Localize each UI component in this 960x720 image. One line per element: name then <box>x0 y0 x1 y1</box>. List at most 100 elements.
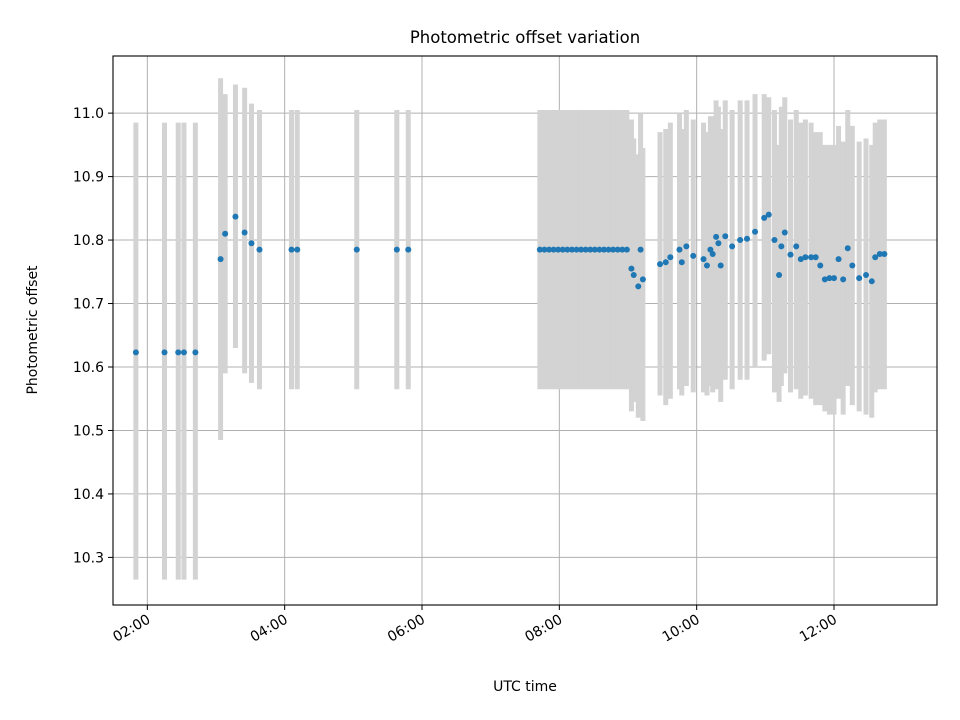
data-point <box>623 246 630 253</box>
data-point <box>797 256 804 263</box>
data-point <box>180 349 187 356</box>
data-point <box>802 254 809 261</box>
data-point <box>863 271 870 278</box>
data-point <box>619 246 626 253</box>
data-point <box>713 233 720 240</box>
y-tick-label: 11.0 <box>73 106 104 122</box>
data-point <box>555 246 562 253</box>
data-point <box>405 246 412 253</box>
data-point <box>676 246 683 253</box>
data-point <box>840 276 847 283</box>
data-point <box>821 276 828 283</box>
data-point <box>550 246 557 253</box>
data-point <box>881 251 888 258</box>
data-point <box>564 246 571 253</box>
data-point <box>717 262 724 269</box>
data-point <box>729 243 736 250</box>
data-point <box>573 246 580 253</box>
data-point <box>826 275 833 282</box>
data-point <box>771 237 778 244</box>
data-point <box>610 246 617 253</box>
y-tick-label: 10.5 <box>73 423 104 439</box>
data-point <box>541 246 548 253</box>
data-point <box>856 275 863 282</box>
data-point <box>761 214 768 221</box>
data-point <box>635 283 642 290</box>
y-axis-ticks: 10.3 10.4 10.5 10.6 10.7 10.8 10.9 11.0 <box>73 106 113 566</box>
data-point <box>844 245 851 252</box>
data-point <box>192 349 199 356</box>
data-point <box>294 246 301 253</box>
y-tick-label: 10.4 <box>73 487 104 503</box>
data-point <box>776 271 783 278</box>
data-point <box>722 233 729 240</box>
data-point <box>709 251 716 258</box>
data-point <box>288 246 295 253</box>
y-tick-label: 10.8 <box>73 233 104 249</box>
data-point <box>831 275 837 282</box>
data-point <box>639 276 646 283</box>
data-point <box>256 246 263 253</box>
data-point <box>248 240 255 247</box>
data-point <box>678 259 685 266</box>
data-point <box>657 261 664 268</box>
data-point <box>876 251 883 258</box>
plot-area-frame <box>112 55 938 606</box>
data-point <box>703 262 710 269</box>
data-point <box>605 246 612 253</box>
data-point <box>737 237 744 244</box>
data-point <box>353 246 360 253</box>
data-point <box>752 228 759 235</box>
data-point <box>793 243 800 250</box>
data-point <box>161 349 168 356</box>
data-point <box>175 349 182 356</box>
data-point <box>778 243 785 250</box>
data-point <box>817 262 824 269</box>
data-point <box>217 256 224 263</box>
data-point <box>715 240 722 247</box>
data-point <box>628 265 635 272</box>
data-point <box>591 246 598 253</box>
data-point <box>222 230 229 237</box>
data-point <box>132 349 139 356</box>
data-point <box>578 246 585 253</box>
data-point <box>781 229 788 236</box>
data-point <box>744 235 751 242</box>
data-point <box>868 278 875 285</box>
data-point <box>393 246 400 253</box>
data-point <box>787 251 794 258</box>
data-point <box>600 246 607 253</box>
data-point <box>812 254 819 261</box>
y-tick-label: 10.7 <box>73 297 104 313</box>
data-point <box>241 229 248 236</box>
y-tick-label: 10.9 <box>73 170 104 186</box>
data-point <box>849 262 856 269</box>
data-point <box>808 254 815 261</box>
x-axis-label: UTC time <box>493 679 557 695</box>
data-point <box>637 246 644 253</box>
data-point <box>568 246 575 253</box>
data-point <box>700 256 707 263</box>
y-tick-label: 10.3 <box>73 550 104 566</box>
data-point <box>232 213 239 220</box>
data-point <box>559 246 566 253</box>
data-point <box>707 246 714 253</box>
y-tick-label: 10.6 <box>73 360 104 376</box>
data-point <box>765 211 772 218</box>
data-point <box>614 246 621 253</box>
data-point <box>690 252 697 259</box>
data-point <box>630 271 637 278</box>
data-point <box>546 246 553 253</box>
data-point <box>683 243 690 250</box>
data-point <box>667 254 674 261</box>
data-point <box>872 254 879 261</box>
y-axis-label: Photometric offset <box>25 265 41 395</box>
data-point <box>662 259 669 266</box>
data-point <box>587 246 594 253</box>
data-point <box>835 256 842 263</box>
data-point <box>582 246 589 253</box>
data-points <box>132 211 888 356</box>
data-point <box>536 246 543 253</box>
chart-title: Photometric offset variation <box>410 28 640 47</box>
